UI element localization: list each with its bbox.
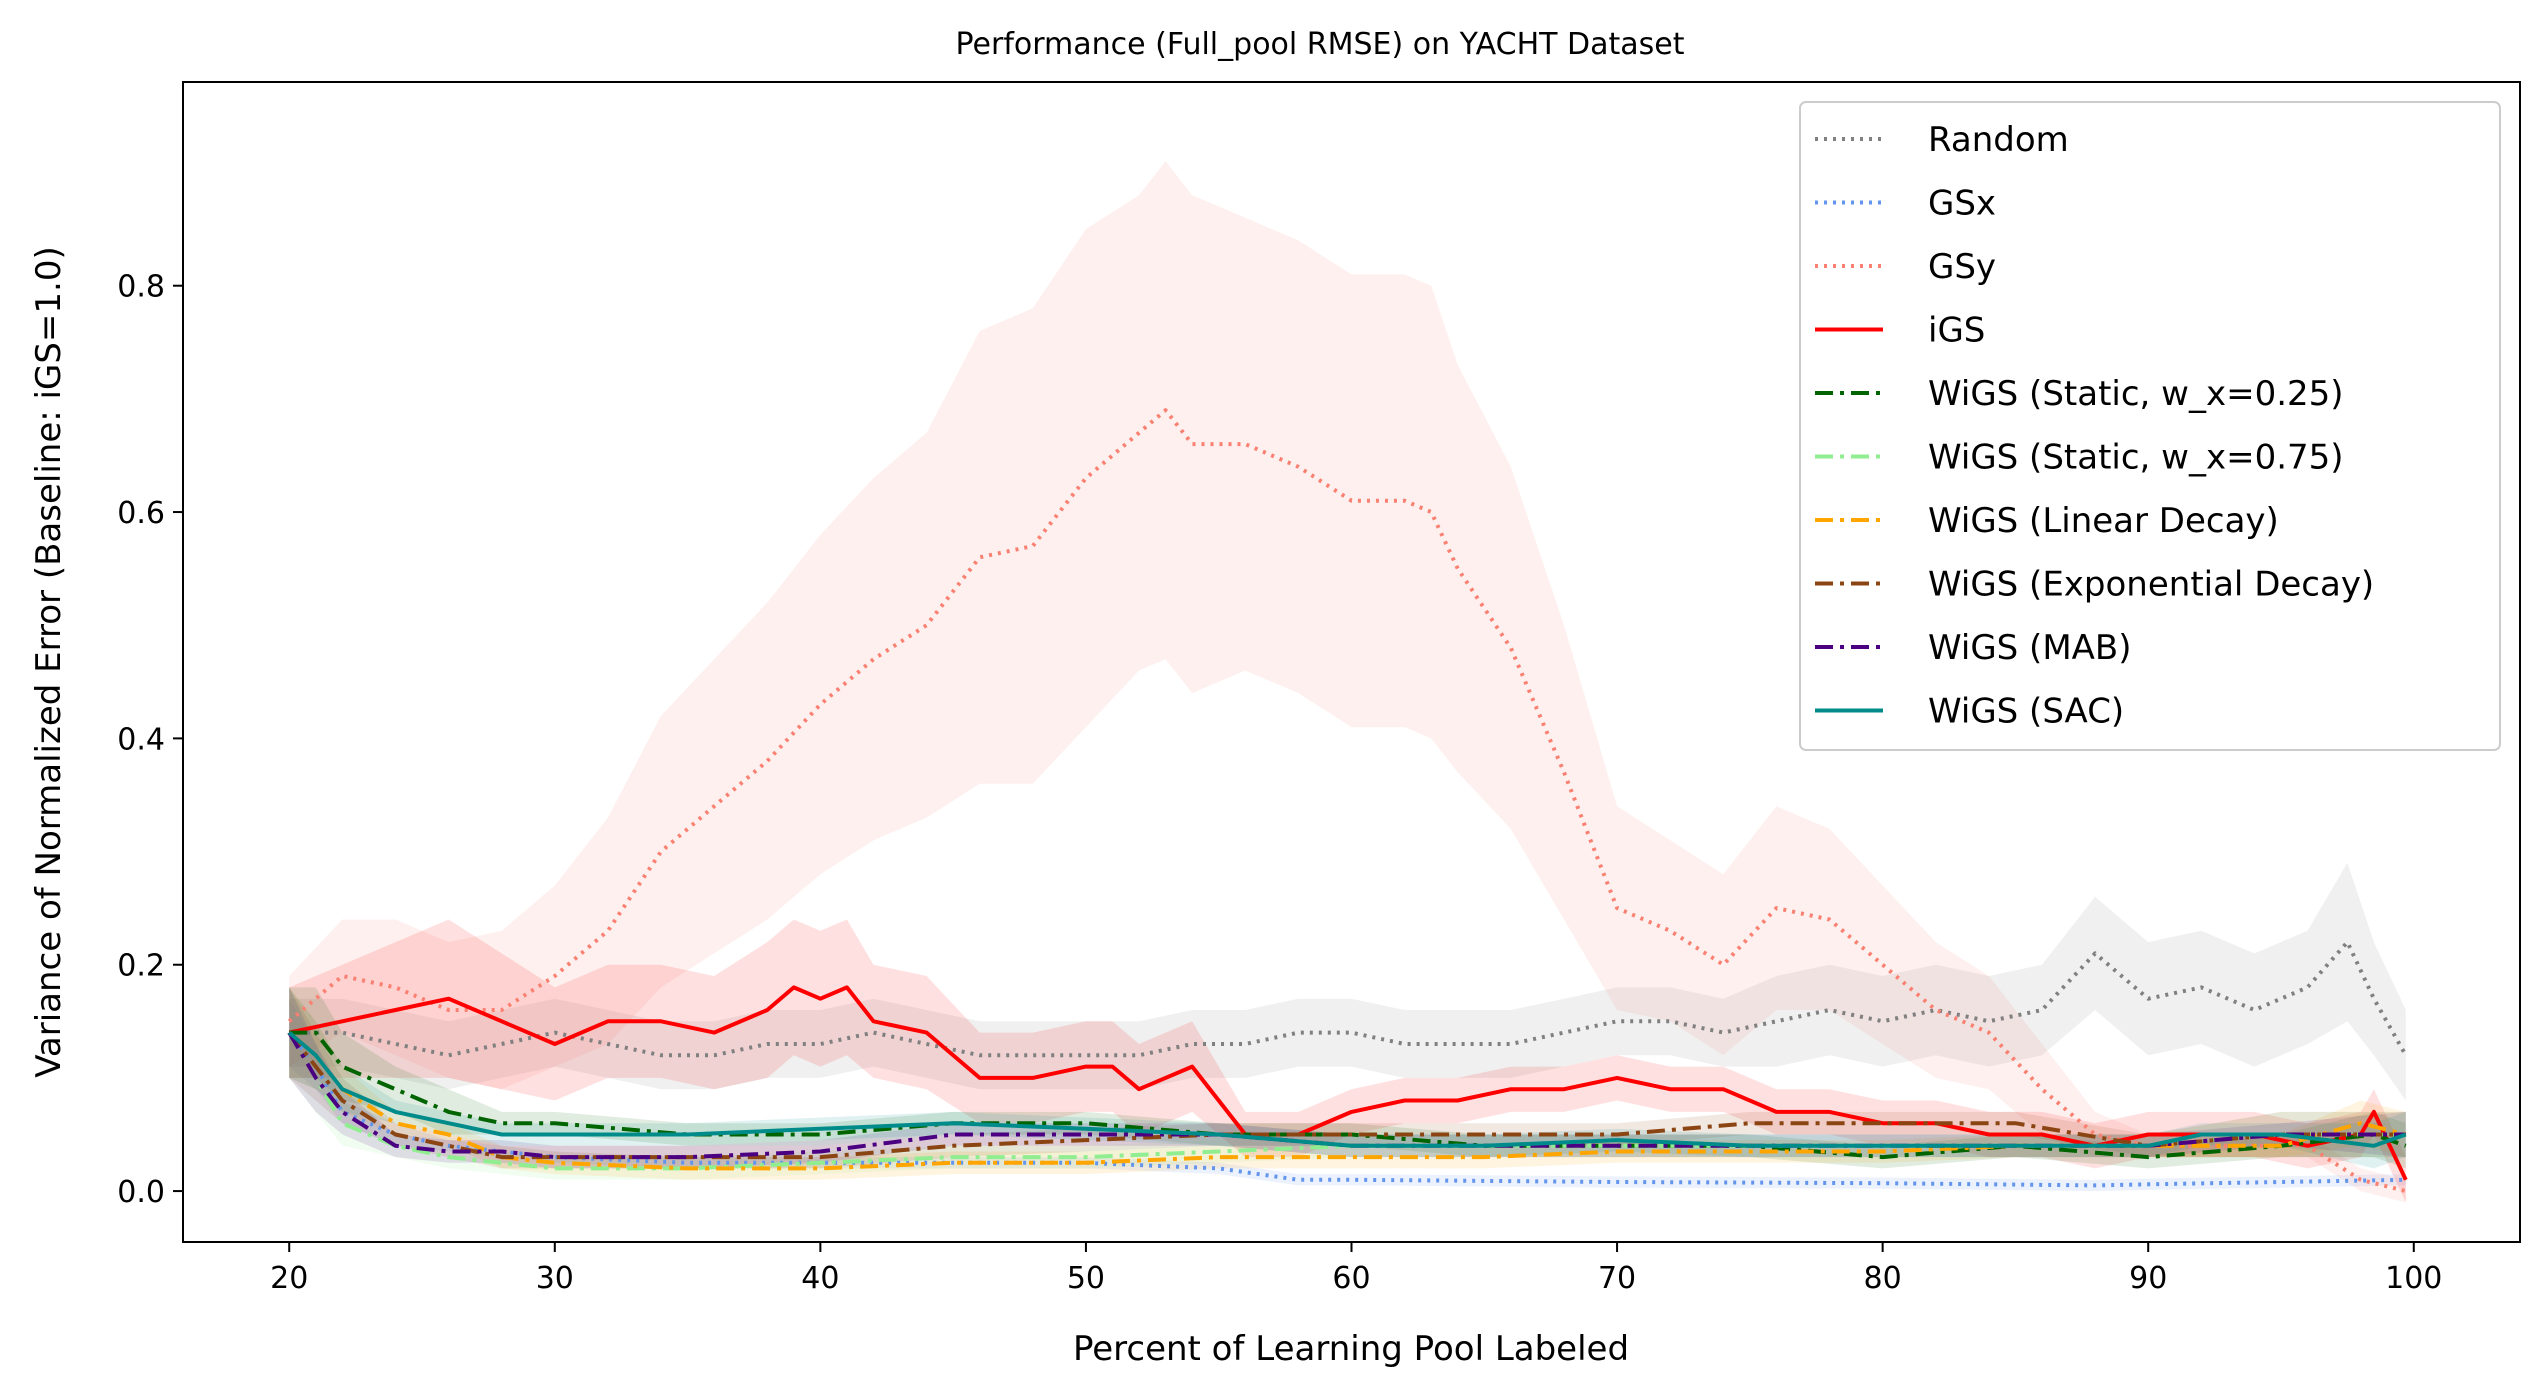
- band-random: [289, 862, 2406, 1101]
- line-wigs-static-w-x-0-25: [289, 1030, 2407, 1160]
- legend-label-random: Random: [1928, 120, 2069, 160]
- band-wigs-sac: [289, 987, 2406, 1169]
- y-tick-label: 0.8: [117, 270, 165, 305]
- x-axis: 20 30 40 50 60 70 80 90 100: [270, 1242, 2442, 1296]
- legend-label-wigs-exponential-decay: WiGS (Exponential Decay): [1928, 565, 2374, 605]
- legend-label-gsx: GSx: [1928, 184, 1996, 224]
- line-wigs-sac: [287, 1031, 2407, 1148]
- legend-frame: [1799, 101, 2501, 751]
- line-wigs-linear-decay: [287, 1031, 2407, 1171]
- line-random: [289, 940, 2408, 1058]
- legend-label-wigs-mab: WiGS (MAB): [1928, 628, 2132, 668]
- band-igs: [289, 919, 2406, 1203]
- series-lines: [287, 408, 2408, 1194]
- y-tick-label: 0.2: [117, 949, 165, 984]
- x-axis-label: Percent of Learning Pool Labeled: [1073, 1329, 1629, 1369]
- legend-label-wigs-static-w-x-0-75: WiGS (Static, w_x=0.75): [1928, 438, 2344, 478]
- x-tick-label: 60: [1332, 1261, 1370, 1296]
- band-wigs-static-w-x-0-25: [289, 987, 2406, 1169]
- legend-label-wigs-linear-decay: WiGS (Linear Decay): [1928, 501, 2279, 541]
- y-tick-label: 0.4: [117, 722, 165, 757]
- y-tick-label: 0.0: [117, 1175, 165, 1210]
- chart-title: Performance (Full_pool RMSE) on YACHT Da…: [956, 27, 1685, 62]
- x-tick-label: 50: [1067, 1261, 1105, 1296]
- x-tick-label: 70: [1598, 1261, 1636, 1296]
- x-tick-label: 100: [2385, 1261, 2442, 1296]
- y-axis: 0.0 0.2 0.4 0.6 0.8: [117, 270, 183, 1210]
- legend-label-wigs-static-w-x-0-25: WiGS (Static, w_x=0.25): [1928, 374, 2344, 414]
- legend-label-igs: iGS: [1928, 311, 1985, 351]
- legend: Random GSx GSy iGS WiGS (Static, w_x=0.25) Wi…: [1799, 101, 2501, 751]
- band-wigs-static-w-x-0-75: [289, 987, 2406, 1180]
- legend-label-gsy: GSy: [1928, 247, 1996, 287]
- band-gsy: [289, 161, 2406, 1203]
- line-wigs-exponential-decay: [287, 1031, 2406, 1160]
- x-tick-label: 80: [1864, 1261, 1902, 1296]
- x-tick-label: 40: [801, 1261, 839, 1296]
- x-tick-label: 90: [2129, 1261, 2167, 1296]
- y-tick-label: 0.6: [117, 496, 165, 531]
- line-gsy: [287, 408, 2407, 1194]
- y-axis-label: Variance of Normalized Error (Baseline: …: [29, 246, 69, 1077]
- band-wigs-linear-decay: [289, 987, 2406, 1180]
- x-tick-label: 30: [536, 1261, 574, 1296]
- legend-label-wigs-sac: WiGS (SAC): [1928, 692, 2124, 732]
- confidence-bands: [289, 161, 2406, 1203]
- x-tick-label: 20: [270, 1261, 308, 1296]
